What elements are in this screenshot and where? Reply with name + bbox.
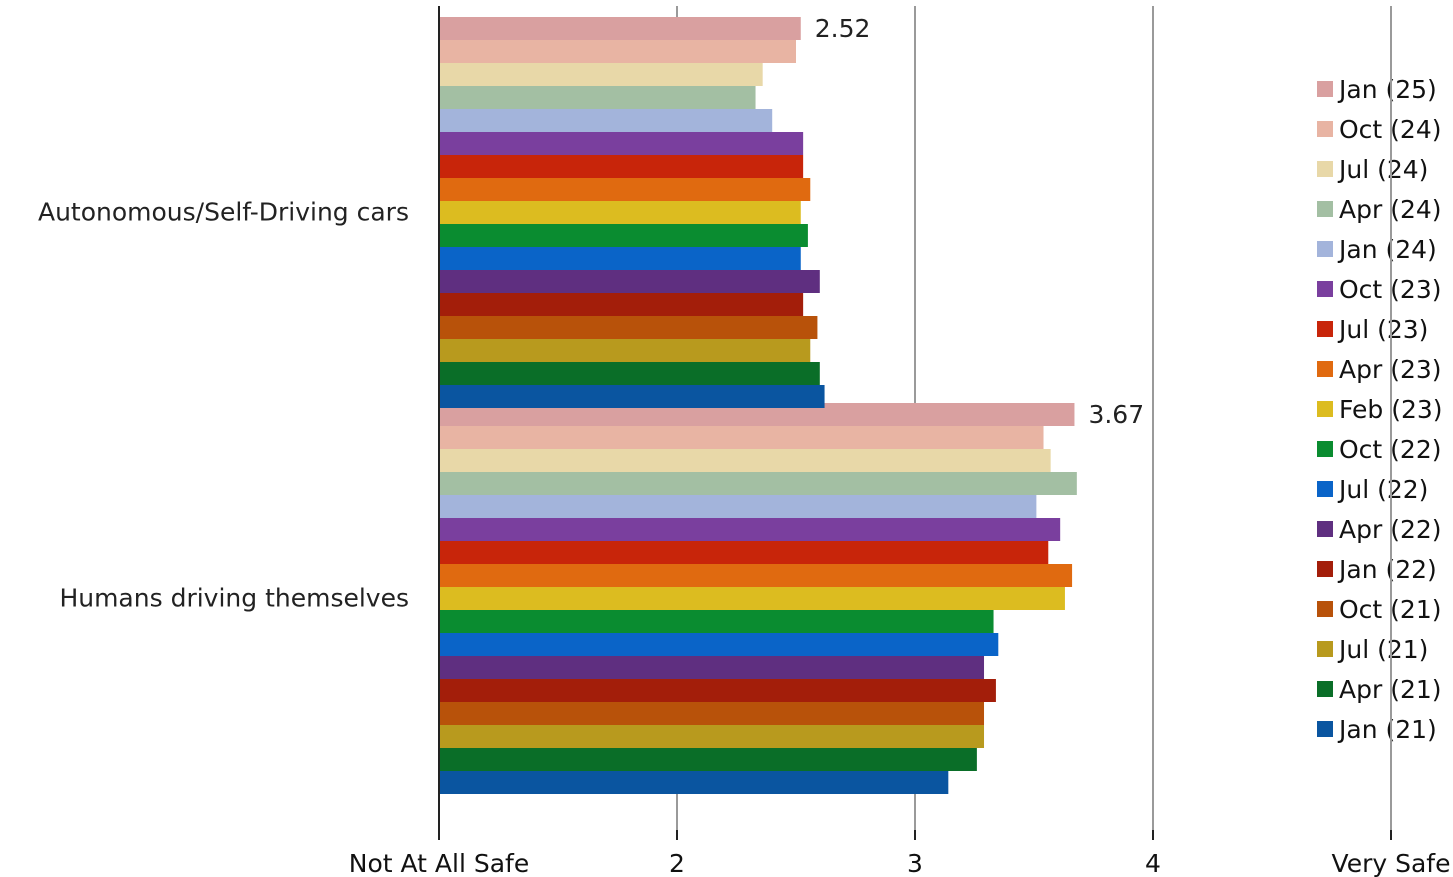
legend-swatch <box>1317 441 1333 457</box>
bar <box>439 702 985 725</box>
bar <box>439 316 818 339</box>
legend-label: Jan (21) <box>1337 715 1437 744</box>
bar <box>439 449 1051 472</box>
bar <box>439 725 985 748</box>
legend-swatch <box>1317 681 1333 697</box>
legend-label: Jan (24) <box>1337 235 1437 264</box>
legend-swatch <box>1317 361 1333 377</box>
legend-swatch <box>1317 161 1333 177</box>
x-axis: Not At All Safe 2 3 4 Very Safe <box>349 6 1451 877</box>
legend-swatch <box>1317 641 1333 657</box>
legend-swatch <box>1317 521 1333 537</box>
legend-label: Jan (25) <box>1337 75 1437 104</box>
bar <box>439 339 811 362</box>
bar <box>439 541 1049 564</box>
bar <box>439 132 804 155</box>
bar <box>439 403 1075 426</box>
bar <box>439 201 801 224</box>
category-label: Humans driving themselves <box>59 584 409 613</box>
legend-swatch <box>1317 241 1333 257</box>
bar <box>439 771 949 794</box>
bar <box>439 518 1061 541</box>
bar <box>439 178 811 201</box>
bar <box>439 224 808 247</box>
tick-label: Not At All Safe <box>349 849 529 877</box>
bar <box>439 293 804 316</box>
bar <box>439 610 994 633</box>
data-labels: 2.52 3.67 <box>815 14 1144 429</box>
bar <box>439 564 1073 587</box>
bar <box>439 748 977 771</box>
tick-label: 4 <box>1145 849 1161 877</box>
legend-swatch <box>1317 81 1333 97</box>
bar <box>439 472 1077 495</box>
data-label: 2.52 <box>815 14 871 43</box>
tick-label: 3 <box>907 849 923 877</box>
legend-label: Jul (22) <box>1337 475 1428 504</box>
bar <box>439 362 820 385</box>
bar <box>439 679 996 702</box>
legend-swatch <box>1317 201 1333 217</box>
tick-label: 2 <box>669 849 685 877</box>
category-labels: Autonomous/Self-Driving cars Humans drivi… <box>38 198 409 613</box>
legend-swatch <box>1317 721 1333 737</box>
category-label: Autonomous/Self-Driving cars <box>38 198 409 227</box>
legend-swatch <box>1317 121 1333 137</box>
bar <box>439 86 756 109</box>
data-label: 3.67 <box>1088 400 1144 429</box>
legend-swatch <box>1317 561 1333 577</box>
bar <box>439 426 1044 449</box>
bar <box>439 40 796 63</box>
legend-swatch <box>1317 281 1333 297</box>
legend-swatch <box>1317 481 1333 497</box>
legend-label: Jan (22) <box>1337 555 1437 584</box>
bar <box>439 109 773 132</box>
legend: Jan (25)Oct (24)Jul (24)Apr (24)Jan (24)… <box>1317 6 1443 830</box>
legend-label: Jul (21) <box>1337 635 1428 664</box>
legend-swatch <box>1317 401 1333 417</box>
bar <box>439 656 985 679</box>
bars <box>439 17 1077 794</box>
bar <box>439 587 1065 610</box>
legend-label: Jul (23) <box>1337 315 1428 344</box>
bar <box>439 247 801 270</box>
bar <box>439 495 1037 518</box>
bar <box>439 385 825 408</box>
bar <box>439 17 801 40</box>
bar <box>439 155 804 178</box>
legend-label: Jul (24) <box>1337 155 1428 184</box>
legend-swatch <box>1317 601 1333 617</box>
tick-label: Very Safe <box>1332 849 1451 877</box>
legend-swatch <box>1317 321 1333 337</box>
bar <box>439 633 999 656</box>
bar <box>439 63 763 86</box>
bar <box>439 270 820 293</box>
